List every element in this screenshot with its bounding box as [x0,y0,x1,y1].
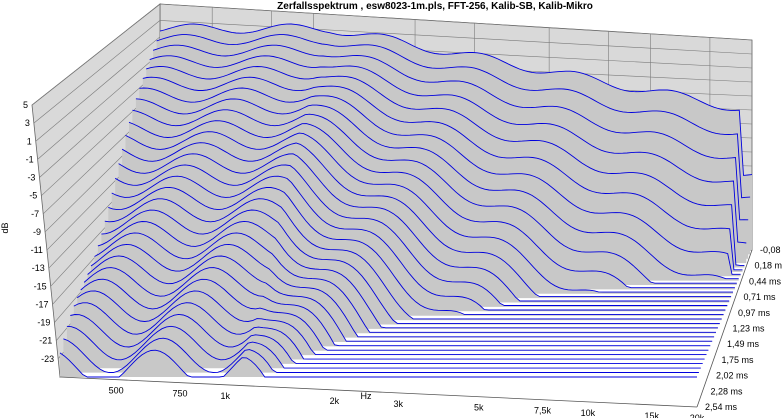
slice-curve [90,243,715,338]
left-wall-gridline [37,52,161,160]
slice-curve [59,349,697,378]
y-tick-label: -3 [27,173,35,183]
slice-curve [125,131,733,293]
z-tick-label: 1,23 ms [733,324,766,334]
slice-curve [104,198,722,320]
slice-curve [132,109,737,284]
back-wall-gridline [159,20,753,55]
slice-curve [159,23,753,176]
slice-curve [142,76,743,271]
slice-curve [73,302,705,360]
slice-curve [83,267,711,347]
y-tick-label: -23 [41,354,54,364]
y-tick-label: 5 [23,100,28,110]
slice-curve [146,66,745,266]
slice-curve [94,232,716,333]
z-tick-label: 0,18 ms [755,261,782,271]
slice-curve [128,120,735,289]
x-tick-label: 500 [109,386,124,396]
left-wall-gridline [33,20,161,124]
slice-curve [135,98,739,280]
z-tick-label: 1,75 ms [722,355,755,365]
y-tick-label: -5 [29,191,37,201]
slice-curve [66,325,701,369]
slice-fill [60,350,697,377]
y-axis-label: dB [0,222,10,233]
x-axis-label: Hz [361,391,372,401]
slice-curve [63,337,699,373]
x-tick-label: 7,5k [534,406,552,416]
z-tick-label: 2,02 ms [716,371,749,381]
slice-curve [70,313,703,365]
floor-front-edge [59,376,698,408]
x-tick-label: 20k [690,413,705,418]
x-tick-label: 5k [474,403,484,413]
x-tick-label: 15k [644,411,659,418]
left-wall-gridline [31,3,161,106]
slice-curve [108,186,724,315]
x-tick-label: 3k [394,399,404,409]
z-tick-label: 0,71 ms [744,292,777,302]
y-tick-label: -21 [39,336,52,346]
z-tick-label: 2,54 ms [705,402,738,412]
y-tick-label: 3 [25,118,30,128]
y-tick-label: -7 [31,209,39,219]
y-tick-label: -11 [31,245,43,255]
slice-curve [76,290,707,356]
y-tick-label: -15 [34,281,47,291]
spectrum-slices [59,23,753,378]
y-tick-label: -13 [32,263,45,273]
slice-fill [70,314,703,364]
slice-curve [111,175,726,311]
y-tick-label: -19 [37,318,50,328]
chart-title: Zerfallsspektrum , esw8023-1m.pls, FFT-2… [277,1,593,12]
slice-curve [118,153,730,302]
x-tick-label: 1k [221,391,231,401]
x-tick-label: 750 [172,389,187,399]
slice-curve [97,220,718,329]
z-tick-label: 0,44 ms [749,276,782,286]
slice-curve [121,142,732,298]
slice-curve [156,34,751,199]
y-tick-label: -1 [26,154,34,164]
left-wall-gridline [35,36,161,142]
chart-floor [59,249,753,408]
back-wall-gridline [159,3,753,41]
slice-curve [149,55,747,244]
slice-fill [73,302,705,360]
slice-curve [152,44,749,221]
slice-curve [101,209,720,324]
z-tick-label: 1,49 ms [727,339,760,349]
slice-curve [80,278,709,351]
y-tick-label: -9 [33,227,41,237]
slice-curve [114,164,728,306]
y-tick-label: -17 [36,299,49,309]
x-tick-label: 10k [581,408,596,418]
slice-curve [87,255,713,342]
left-wall-gridline [39,69,161,178]
z-tick-label: 0,97 ms [738,308,771,318]
floor-right-edge [696,249,753,408]
z-tick-label: -0,08 ms [760,245,782,255]
z-tick-label: 2,28 ms [711,386,744,396]
slice-curve [139,87,741,275]
x-tick-label: 2k [330,396,340,406]
tick-labels: 5 3 1 -1 -3 -5 -7 -9 -11 -13 -15 -17 -19 -21 -23 500 750… [23,100,782,418]
y-tick-label: 1 [27,136,32,146]
